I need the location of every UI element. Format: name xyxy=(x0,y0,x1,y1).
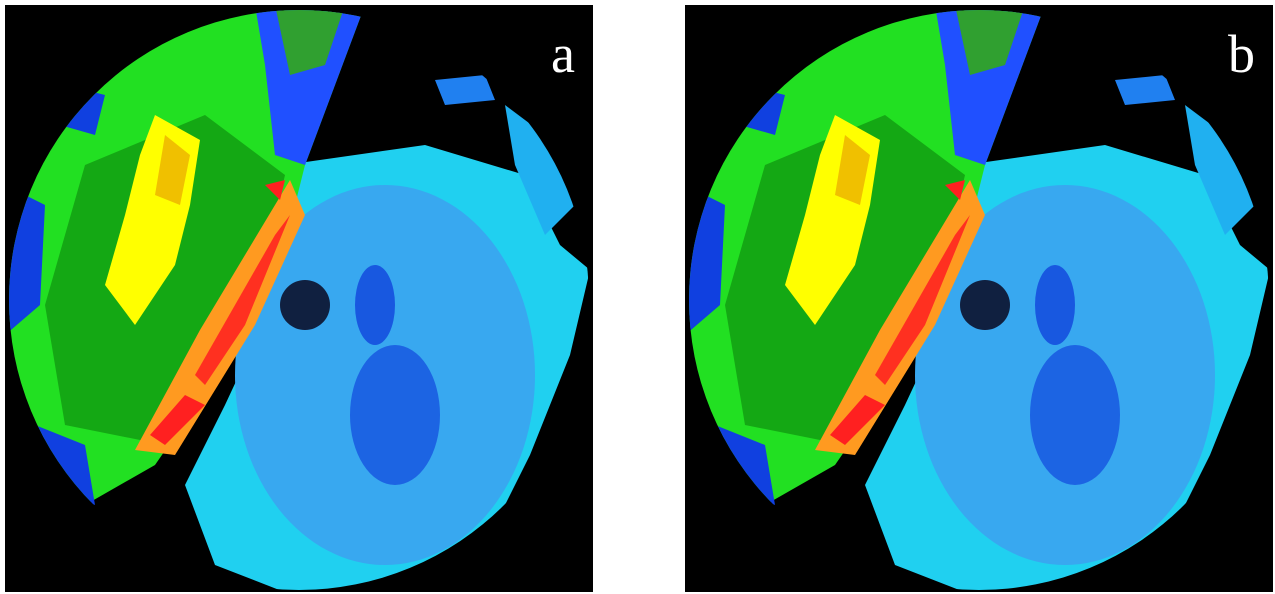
page: a b (() => { const data = JSON.parse(doc… xyxy=(0,0,1275,594)
radar-panel: a xyxy=(5,5,593,592)
radar-panel: b xyxy=(685,5,1273,592)
panel-label: b xyxy=(1228,27,1255,81)
radar-image xyxy=(5,5,593,592)
panel-label: a xyxy=(551,27,575,81)
radar-image xyxy=(685,5,1273,592)
